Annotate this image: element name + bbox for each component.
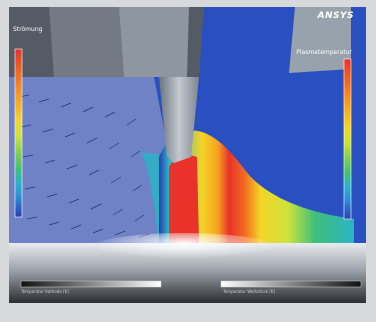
right-scale-bar (220, 280, 362, 288)
plate-glow (89, 233, 279, 265)
right-color-legend (343, 58, 352, 220)
simulation-render (9, 7, 366, 303)
left-color-legend (14, 48, 23, 218)
simulation-frame: ANSYS Strömung Plasmatemperatur Temperat… (9, 7, 366, 303)
right-legend-title: Plasmatemperatur (296, 49, 352, 56)
left-scale-caption: Temperatur Kathode [K] (21, 289, 69, 294)
temperature-plume (159, 130, 354, 245)
flow-vectors (18, 94, 150, 238)
nozzle-face-light (119, 7, 189, 77)
left-legend-title: Strömung (13, 26, 43, 33)
right-scale-caption: Temperatur Werkstück [K] (223, 289, 276, 294)
electrode (159, 77, 199, 163)
hot-core (169, 155, 199, 243)
left-scale-bar (20, 280, 162, 288)
flow-field (9, 77, 185, 243)
nozzle-face (49, 7, 124, 77)
ansys-logo: ANSYS (317, 11, 354, 21)
plate-right (289, 7, 351, 73)
